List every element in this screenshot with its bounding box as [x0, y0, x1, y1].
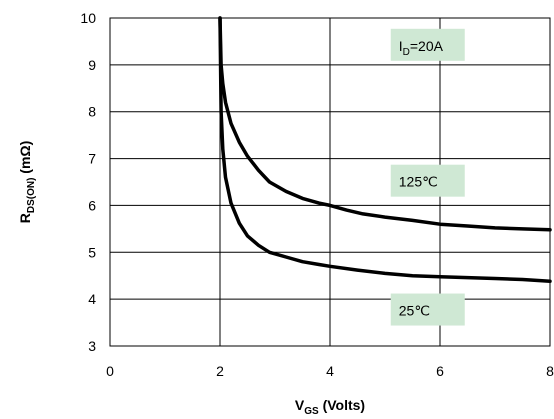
x-axis-title-rest: (Volts)	[319, 397, 365, 413]
y-axis-title: RDS(ON) (mΩ)	[17, 141, 37, 224]
series-line-1	[218, 16, 552, 232]
annotation-box	[390, 28, 465, 61]
y-tick-label: 10	[80, 10, 96, 26]
x-axis-title-sub: GS	[304, 406, 319, 417]
x-tick-label: 6	[436, 363, 444, 379]
series-line-2	[218, 16, 552, 284]
x-tick-labels: 0 2 4 6 8	[106, 363, 554, 379]
series-layer	[218, 16, 552, 284]
annotation-labels: ID=20A 125℃ 25℃	[399, 38, 444, 319]
y-tick-label: 3	[88, 338, 96, 354]
y-tick-label: 7	[88, 151, 96, 167]
annotation-label: ID=20A	[399, 38, 444, 58]
y-tick-label: 8	[88, 104, 96, 120]
x-tick-label: 8	[546, 363, 554, 379]
y-axis-title-rest: (mΩ)	[17, 141, 33, 178]
x-tick-label: 4	[326, 363, 334, 379]
annotation-label: 125℃	[399, 174, 438, 190]
annotation-label-main: 125℃	[399, 174, 438, 190]
annotation-label-main: I	[399, 38, 403, 54]
x-tick-label: 2	[216, 363, 224, 379]
annotation-box	[390, 164, 465, 197]
y-tick-labels: 3 4 5 6 7 8 9 10	[80, 10, 96, 354]
x-axis-title: VGS (Volts)	[295, 397, 365, 417]
y-tick-label: 9	[88, 57, 96, 73]
y-axis-title-main: R	[17, 213, 33, 223]
y-axis-title-sub: DS(ON)	[26, 178, 37, 214]
x-axis-title-main: V	[295, 397, 305, 413]
annotation-label-main: 25℃	[399, 303, 430, 319]
x-tick-label: 0	[106, 363, 114, 379]
annotation-label: 25℃	[399, 303, 430, 319]
annotation-boxes	[390, 28, 465, 326]
plot-frame	[109, 17, 551, 347]
y-tick-label: 4	[88, 291, 96, 307]
annotation-label-sub: D	[403, 47, 410, 58]
y-tick-label: 6	[88, 197, 96, 213]
annotation-label-rest: =20A	[410, 38, 444, 54]
y-tick-label: 5	[88, 244, 96, 260]
annotation-box	[390, 293, 465, 326]
